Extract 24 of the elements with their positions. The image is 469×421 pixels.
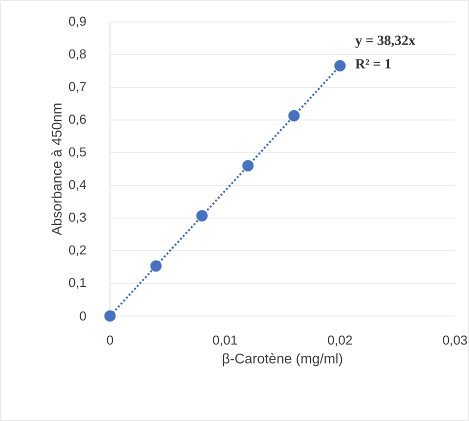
- x-axis-title: β-Carotène (mg/ml): [222, 353, 342, 366]
- x-tick-label: 0,01: [212, 336, 237, 346]
- point: [104, 310, 116, 322]
- y-tick-label: 0,4: [68, 180, 86, 191]
- y-tick-label: 0,2: [68, 245, 86, 256]
- y-tick-label: 0: [80, 311, 86, 321]
- point: [288, 110, 300, 122]
- y-tick-label: 0,9: [68, 16, 86, 28]
- y-tick-label: 0,8: [68, 49, 86, 60]
- y-tick-label: 0,6: [68, 114, 86, 126]
- y-tick-label: 0,7: [68, 82, 86, 93]
- y-tick-label: 0,1: [68, 278, 86, 289]
- point: [242, 160, 254, 172]
- annotation: R² = 1: [355, 59, 391, 68]
- annotation: y = 38,32x: [355, 36, 416, 48]
- y-axis-title: Absorbance à 450nm: [51, 104, 62, 236]
- x-tick-label: 0: [106, 336, 114, 345]
- point: [196, 210, 208, 222]
- y-tick-label: 0,3: [68, 212, 86, 224]
- point: [334, 60, 346, 72]
- y-tick-label: 0,5: [68, 147, 86, 158]
- point: [150, 260, 162, 272]
- x-tick-label: 0,02: [328, 336, 352, 346]
- x-tick-label: 0,03: [442, 336, 468, 346]
